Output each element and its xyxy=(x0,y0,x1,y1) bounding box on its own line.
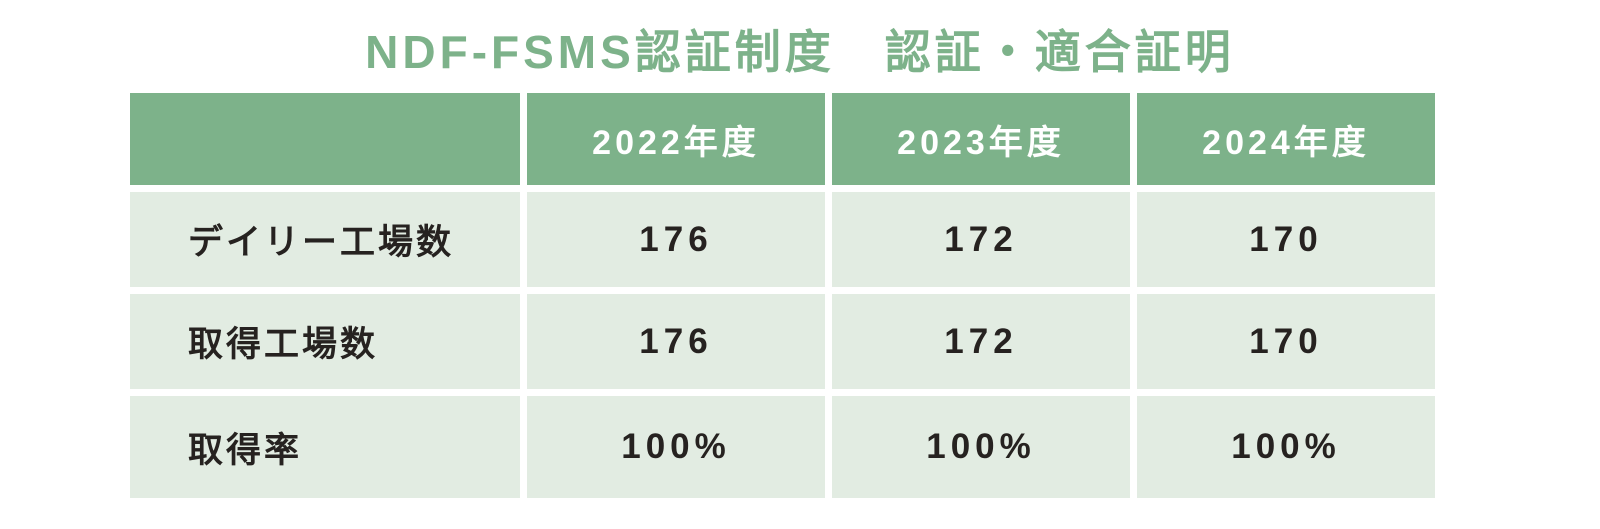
page-title: NDF-FSMS認証制度 認証・適合証明 xyxy=(365,26,1235,78)
cell-acquisition-rate-2023: 100% xyxy=(832,396,1130,498)
cell-acquisition-rate-2024: 100% xyxy=(1137,396,1435,498)
cell-dairy-factories-2024: 170 xyxy=(1137,192,1435,287)
table-header-2023: 2023年度 xyxy=(832,93,1130,185)
table-header-2024: 2024年度 xyxy=(1137,93,1435,185)
cell-certified-factories-2022: 176 xyxy=(527,294,825,389)
row-label-acquisition-rate: 取得率 xyxy=(130,396,520,498)
table-header-2022: 2022年度 xyxy=(527,93,825,185)
cell-dairy-factories-2022: 176 xyxy=(527,192,825,287)
row-label-dairy-factories: デイリー工場数 xyxy=(130,192,520,287)
cell-acquisition-rate-2022: 100% xyxy=(527,396,825,498)
table-header-corner xyxy=(130,93,520,185)
cell-dairy-factories-2023: 172 xyxy=(832,192,1130,287)
row-label-certified-factories: 取得工場数 xyxy=(130,294,520,389)
cell-certified-factories-2023: 172 xyxy=(832,294,1130,389)
certification-table: 2022年度 2023年度 2024年度 デイリー工場数 176 172 170… xyxy=(130,93,1435,498)
cell-certified-factories-2024: 170 xyxy=(1137,294,1435,389)
